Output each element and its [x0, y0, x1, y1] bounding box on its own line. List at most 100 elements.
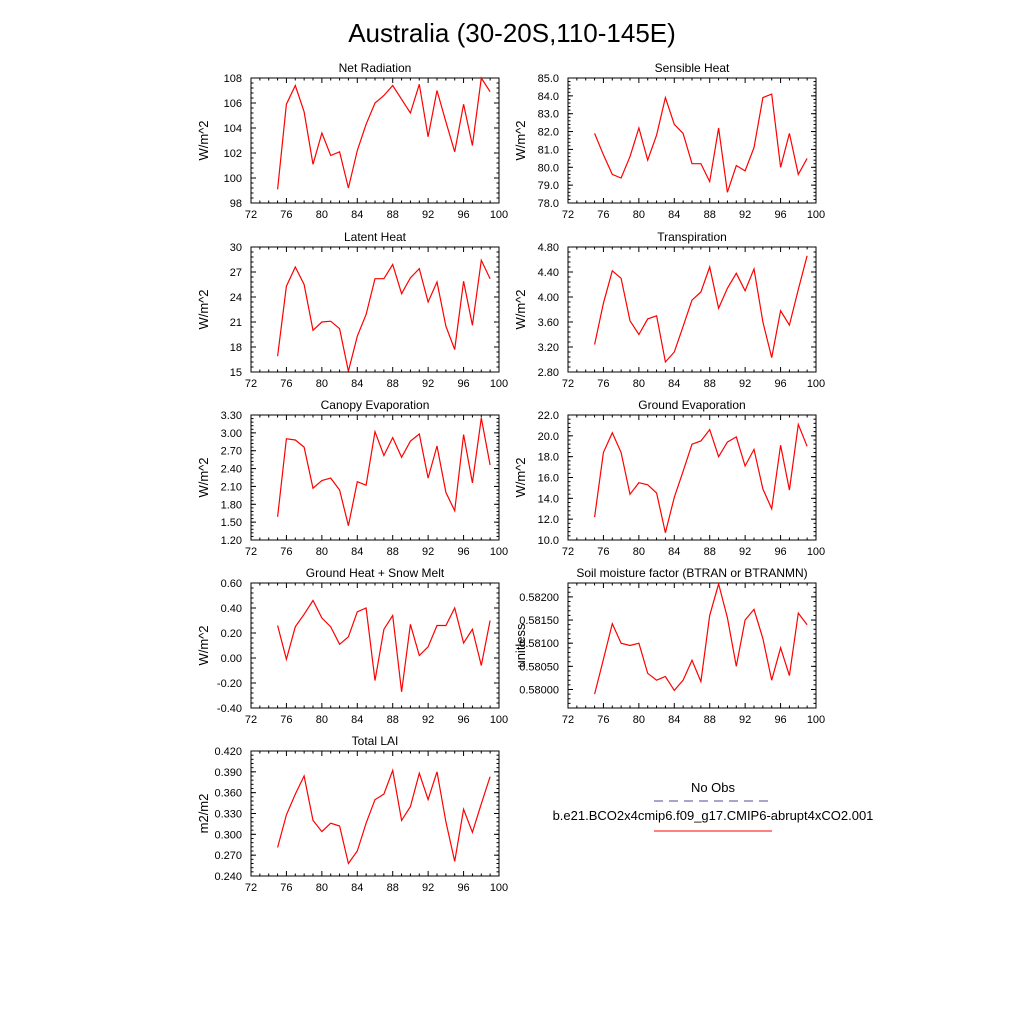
x-tick-label: 100 [807, 209, 825, 221]
y-tick-label: 16.0 [538, 473, 559, 485]
y-tick-label: 21 [230, 317, 242, 329]
x-tick-label: 72 [245, 378, 257, 390]
series-line [277, 258, 491, 372]
y-tick-label: 18 [230, 342, 242, 354]
x-tick-label: 100 [490, 209, 508, 221]
x-tick-label: 100 [490, 714, 508, 726]
y-tick-label: 0.58150 [519, 615, 559, 627]
y-tick-label: 2.80 [538, 367, 559, 379]
y-axis-label: m2/m2 [196, 794, 211, 834]
x-tick-label: 76 [597, 209, 609, 221]
x-tick-label: 88 [387, 378, 399, 390]
x-tick-label: 84 [351, 378, 363, 390]
x-tick-label: 96 [774, 378, 786, 390]
y-tick-label: 0.58050 [519, 661, 559, 673]
x-tick-label: 92 [739, 209, 751, 221]
y-tick-label: 1.80 [221, 499, 242, 511]
x-tick-label: 80 [633, 378, 645, 390]
y-tick-label: 0.360 [214, 788, 242, 800]
x-tick-label: 96 [774, 714, 786, 726]
y-tick-label: 98 [230, 198, 242, 210]
x-tick-label: 80 [316, 714, 328, 726]
y-tick-label: 104 [224, 123, 242, 135]
x-tick-label: 88 [387, 714, 399, 726]
series-line [277, 599, 491, 692]
y-tick-label: 78.0 [538, 198, 559, 210]
y-tick-label: 0.58100 [519, 638, 559, 650]
chart-panel: Total LAI m2/m2 72 76 80 84 88 92 96 100 0.240 0.27… [196, 734, 508, 894]
x-tick-label: 96 [457, 209, 469, 221]
x-tick-label: 72 [562, 714, 574, 726]
y-tick-label: 3.20 [538, 342, 559, 354]
x-tick-label: 72 [245, 714, 257, 726]
panel-title: Transpiration [657, 230, 727, 244]
y-tick-label: 106 [224, 98, 242, 110]
panel-title: Sensible Heat [655, 61, 730, 75]
x-tick-label: 92 [739, 546, 751, 558]
y-tick-label: 0.60 [221, 578, 242, 590]
plot-frame [567, 77, 817, 204]
x-tick-label: 84 [351, 714, 363, 726]
y-tick-label: 0.300 [214, 829, 242, 841]
x-tick-label: 72 [245, 882, 257, 894]
panel-title: Soil moisture factor (BTRAN or BTRANMN) [576, 566, 807, 580]
series-line [594, 93, 808, 193]
x-tick-label: 76 [280, 209, 292, 221]
y-tick-label: 4.00 [538, 292, 559, 304]
x-tick-label: 80 [633, 209, 645, 221]
x-tick-label: 92 [422, 209, 434, 221]
series-line [594, 422, 808, 533]
x-tick-label: 92 [422, 882, 434, 894]
x-tick-label: 100 [490, 882, 508, 894]
y-axis-label: unitless [513, 623, 528, 668]
x-tick-label: 84 [351, 546, 363, 558]
panel-title: Latent Heat [344, 230, 407, 244]
y-tick-label: 10.0 [538, 535, 559, 547]
chart-panel: Transpiration W/m^2 72 76 80 84 88 92 96 100 2.80 3… [513, 230, 825, 390]
panels: Net Radiation W/m^2 72 76 80 84 88 92 96 100 98 100… [196, 61, 825, 894]
y-tick-label: 0.420 [214, 746, 242, 758]
chart-panel: Ground Evaporation W/m^2 72 76 80 84 88 92 96 100… [513, 398, 825, 558]
y-tick-label: 0.58000 [519, 684, 559, 696]
legend: No Obs b.e21.BCO2x4cmip6.f09_g17.CMIP6-a… [553, 780, 874, 832]
y-tick-label: 108 [224, 73, 242, 85]
y-axis-label: W/m^2 [196, 457, 211, 497]
series-line [277, 768, 491, 865]
y-tick-label: 2.10 [221, 481, 242, 493]
x-tick-label: 80 [633, 714, 645, 726]
panel-title: Net Radiation [339, 61, 412, 75]
x-tick-label: 100 [807, 546, 825, 558]
y-tick-label: 4.40 [538, 267, 559, 279]
x-tick-label: 72 [245, 209, 257, 221]
y-tick-label: 85.0 [538, 73, 559, 85]
x-tick-label: 96 [457, 378, 469, 390]
y-tick-label: 2.70 [221, 446, 242, 458]
x-tick-label: 84 [668, 209, 680, 221]
y-tick-label: 102 [224, 148, 242, 160]
y-tick-label: 100 [224, 173, 242, 185]
x-tick-label: 72 [245, 546, 257, 558]
y-axis-label: W/m^2 [196, 120, 211, 160]
x-tick-label: 76 [280, 714, 292, 726]
y-tick-label: 0.58200 [519, 592, 559, 604]
x-tick-label: 72 [562, 209, 574, 221]
y-tick-label: 3.60 [538, 317, 559, 329]
x-tick-label: 92 [739, 378, 751, 390]
y-tick-label: 20.0 [538, 431, 559, 443]
x-tick-label: 80 [316, 546, 328, 558]
x-tick-label: 88 [704, 378, 716, 390]
x-tick-label: 96 [774, 209, 786, 221]
chart-panel: Soil moisture factor (BTRAN or BTRANMN) u… [513, 566, 825, 726]
y-tick-label: 22.0 [538, 410, 559, 422]
x-tick-label: 84 [668, 546, 680, 558]
y-tick-label: 0.20 [221, 628, 242, 640]
y-tick-label: 0.00 [221, 653, 242, 665]
y-tick-label: 27 [230, 267, 242, 279]
y-tick-label: 79.0 [538, 180, 559, 192]
y-tick-label: 0.390 [214, 767, 242, 779]
chart-panel: Latent Heat W/m^2 72 76 80 84 88 92 96 100 15 18 21 2… [196, 230, 508, 390]
chart-panel: Canopy Evaporation W/m^2 72 76 80 84 88 92 96 100… [196, 398, 508, 558]
plot-frame [567, 414, 817, 541]
legend-case-label: b.e21.BCO2x4cmip6.f09_g17.CMIP6-abrupt4x… [553, 808, 874, 823]
